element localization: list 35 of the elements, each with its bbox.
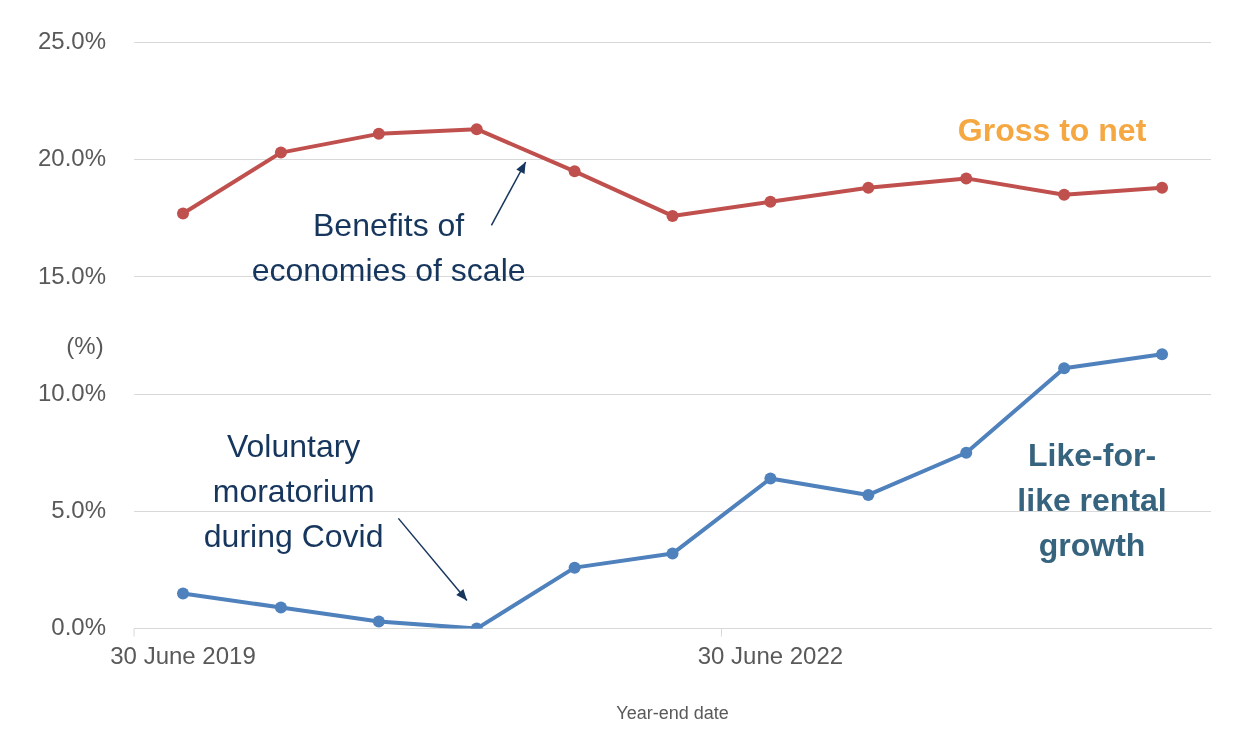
point <box>1058 188 1071 201</box>
x-tick-label: 30 June 2019 <box>110 641 256 669</box>
point <box>764 472 777 485</box>
point <box>568 165 581 178</box>
point <box>372 127 385 140</box>
point <box>1058 362 1071 375</box>
series-label: Gross to net <box>957 111 1147 148</box>
y-tick-label: 5.0% <box>51 495 107 523</box>
x-axis-title: Year-end date <box>616 703 729 724</box>
point <box>1156 181 1169 194</box>
y-axis-title: (%) <box>66 331 104 359</box>
y-tick-label: 25.0% <box>37 27 107 55</box>
point <box>177 587 189 600</box>
point <box>666 547 679 560</box>
point <box>177 207 189 220</box>
point <box>274 601 287 614</box>
point <box>568 561 581 574</box>
point <box>960 172 973 185</box>
y-tick-label: 10.0% <box>37 378 107 406</box>
y-tick-label: 0.0% <box>51 613 107 641</box>
point <box>470 123 483 136</box>
y-tick-label: 20.0% <box>37 144 107 172</box>
x-tick-label: 30 June 2022 <box>697 641 844 669</box>
point <box>1156 348 1169 361</box>
point <box>274 146 287 159</box>
point <box>862 181 875 194</box>
point <box>666 209 679 222</box>
point <box>862 488 875 501</box>
point <box>764 195 777 208</box>
annotation: Benefits of economies of scale <box>251 207 526 289</box>
point <box>960 446 973 459</box>
point <box>372 615 385 628</box>
annotation: Voluntary moratorium during Covid <box>203 427 384 554</box>
series-label: Like-for-like rental growth <box>1017 437 1167 564</box>
y-tick-label: 15.0% <box>37 261 107 289</box>
